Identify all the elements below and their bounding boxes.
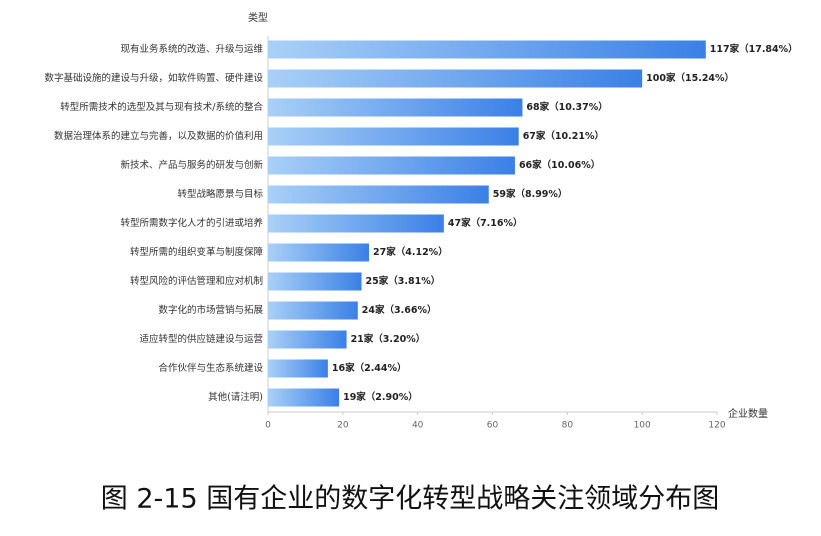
bar (268, 272, 362, 291)
bar (268, 185, 489, 204)
y-axis-title: 类型 (248, 11, 268, 24)
y-tick-label: 转型所需数字化人才的引进或培养 (120, 217, 263, 229)
y-tick-label: 数据治理体系的建立与完善，以及数据的价值利用 (54, 130, 263, 142)
bar (268, 98, 523, 117)
y-tick-label: 其他(请注明) (208, 391, 263, 403)
value-label: 100家（15.24%） (646, 72, 734, 84)
value-label: 25家（3.81%） (366, 275, 441, 287)
value-label: 21家（3.20%） (351, 333, 426, 345)
value-label: 19家（2.90%） (343, 391, 418, 403)
bar (268, 69, 643, 88)
chart-title: 图 2-15 国有企业的数字化转型战略关注领域分布图 (101, 484, 719, 515)
x-tick-label: 100 (634, 421, 651, 431)
value-label: 24家（3.66%） (362, 304, 437, 316)
y-tick-label: 转型战略愿景与目标 (177, 188, 263, 200)
bar (268, 156, 515, 175)
y-tick-label: 转型所需的组织变革与制度保障 (130, 246, 264, 258)
x-tick-label: 120 (708, 421, 725, 431)
y-tick-label: 适应转型的供应链建设与运营 (139, 333, 263, 345)
x-tick-label: 40 (412, 421, 424, 431)
bar (268, 359, 328, 378)
value-label: 117家（17.84%） (710, 43, 798, 55)
value-label: 16家（2.44%） (332, 362, 407, 374)
y-tick-label: 合作伙伴与生态系统建设 (158, 362, 263, 374)
bar (268, 330, 347, 349)
y-tick-label: 现有业务系统的改造、升级与运维 (120, 43, 263, 55)
value-label: 68家（10.37%） (526, 101, 607, 113)
y-tick-label: 数字化的市场营销与拓展 (158, 304, 263, 316)
x-tick-label: 0 (265, 421, 271, 431)
value-label: 27家（4.12%） (373, 246, 448, 258)
y-tick-label: 转型风险的评估管理和应对机制 (130, 275, 263, 287)
value-label: 47家（7.16%） (448, 217, 523, 229)
x-tick-label: 60 (487, 421, 499, 431)
y-tick-label: 数字基础设施的建设与升级，如软件购置、硬件建设 (44, 72, 263, 84)
y-tick-label: 新技术、产品与服务的研发与创新 (120, 159, 263, 171)
y-tick-label: 转型所需技术的选型及其与现有技术/系统的整合 (60, 101, 263, 113)
x-tick-label: 20 (337, 421, 349, 431)
bar (268, 127, 519, 146)
bar (268, 243, 370, 262)
bar (268, 214, 444, 233)
bar (268, 301, 358, 320)
bar (268, 388, 340, 407)
value-label: 67家（10.21%） (523, 130, 604, 142)
x-tick-label: 80 (562, 421, 574, 431)
bar (268, 40, 706, 59)
value-label: 66家（10.06%） (519, 159, 600, 171)
value-label: 59家（8.99%） (493, 188, 568, 200)
x-axis-title: 企业数量 (728, 407, 768, 420)
